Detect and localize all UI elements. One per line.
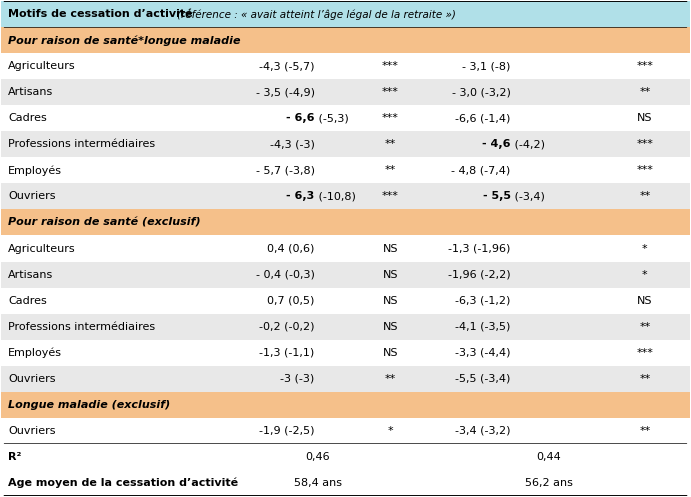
Text: NS: NS [383, 244, 398, 253]
Text: ***: *** [382, 62, 399, 72]
Text: Professions intermédiaires: Professions intermédiaires [8, 140, 155, 150]
Text: 58,4 ans: 58,4 ans [294, 478, 342, 488]
Text: Artisans: Artisans [8, 87, 53, 97]
Text: Cadres: Cadres [8, 113, 47, 123]
Bar [1, 470, 690, 496]
Text: Ouvriers: Ouvriers [8, 374, 56, 384]
Text: -3,4 (-3,2): -3,4 (-3,2) [455, 425, 511, 435]
Bar [1, 1, 690, 27]
Text: - 5,7 (-3,8): - 5,7 (-3,8) [256, 166, 314, 175]
Text: ***: *** [382, 87, 399, 97]
Text: ***: *** [636, 62, 653, 72]
Text: - 3,0 (-3,2): - 3,0 (-3,2) [452, 87, 511, 97]
Text: Pour raison de santé*longue maladie: Pour raison de santé*longue maladie [8, 35, 240, 46]
Text: Artisans: Artisans [8, 269, 53, 279]
Text: Motifs de cessation d’activité: Motifs de cessation d’activité [8, 9, 193, 19]
Text: **: ** [639, 191, 650, 201]
Bar [1, 417, 690, 444]
Text: - 6,3: - 6,3 [286, 191, 314, 201]
Text: 0,4 (0,6): 0,4 (0,6) [267, 244, 314, 253]
Text: Age moyen de la cessation d’activité: Age moyen de la cessation d’activité [8, 477, 238, 488]
Text: 56,2 ans: 56,2 ans [524, 478, 572, 488]
Text: Cadres: Cadres [8, 296, 47, 306]
Bar [1, 366, 690, 392]
Text: - 3,1 (-8): - 3,1 (-8) [462, 62, 511, 72]
Text: NS: NS [383, 269, 398, 279]
Bar [1, 444, 690, 470]
Text: -6,6 (-1,4): -6,6 (-1,4) [455, 113, 511, 123]
Text: NS: NS [383, 322, 398, 331]
Text: -4,3 (-3): -4,3 (-3) [269, 140, 314, 150]
Bar [1, 183, 690, 209]
Text: 0,46: 0,46 [305, 452, 330, 462]
Text: Ouvriers: Ouvriers [8, 425, 56, 435]
Text: NS: NS [383, 347, 398, 357]
Text: **: ** [639, 374, 650, 384]
Text: - 3,5 (-4,9): - 3,5 (-4,9) [256, 87, 314, 97]
Bar [1, 105, 690, 131]
Bar [1, 131, 690, 158]
Bar [1, 209, 690, 236]
Text: NS: NS [637, 296, 652, 306]
Text: ***: *** [382, 113, 399, 123]
Text: Agriculteurs: Agriculteurs [8, 62, 76, 72]
Text: -4,1 (-3,5): -4,1 (-3,5) [455, 322, 511, 331]
Text: 0,7 (0,5): 0,7 (0,5) [267, 296, 314, 306]
Text: -3,3 (-4,4): -3,3 (-4,4) [455, 347, 511, 357]
Text: (-3,4): (-3,4) [511, 191, 545, 201]
Text: (-4,2): (-4,2) [511, 140, 545, 150]
Text: **: ** [639, 322, 650, 331]
Text: **: ** [385, 140, 396, 150]
Text: - 0,4 (-0,3): - 0,4 (-0,3) [256, 269, 314, 279]
Text: - 4,6: - 4,6 [482, 140, 511, 150]
Text: Ouvriers: Ouvriers [8, 191, 56, 201]
Text: - 4,8 (-7,4): - 4,8 (-7,4) [451, 166, 511, 175]
Text: Longue maladie (exclusif): Longue maladie (exclusif) [8, 400, 171, 410]
Text: *: * [388, 425, 393, 435]
Bar [1, 314, 690, 339]
Text: Agriculteurs: Agriculteurs [8, 244, 76, 253]
Text: -1,3 (-1,1): -1,3 (-1,1) [259, 347, 314, 357]
Text: (-5,3): (-5,3) [315, 113, 349, 123]
Text: - 6,6: - 6,6 [286, 113, 314, 123]
Text: NS: NS [637, 113, 652, 123]
Text: ***: *** [636, 140, 653, 150]
Bar [1, 27, 690, 53]
Text: ***: *** [636, 347, 653, 357]
Text: *: * [642, 269, 647, 279]
Text: -1,96 (-2,2): -1,96 (-2,2) [448, 269, 511, 279]
Text: -4,3 (-5,7): -4,3 (-5,7) [259, 62, 314, 72]
Bar [1, 288, 690, 314]
Text: -5,5 (-3,4): -5,5 (-3,4) [455, 374, 511, 384]
Text: (référence : « avait atteint l’âge légal de la retraite »): (référence : « avait atteint l’âge légal… [177, 9, 456, 20]
Bar [1, 261, 690, 288]
Bar [1, 392, 690, 417]
Text: 0,44: 0,44 [536, 452, 561, 462]
Text: - 5,5: - 5,5 [483, 191, 511, 201]
Text: -1,9 (-2,5): -1,9 (-2,5) [259, 425, 314, 435]
Text: NS: NS [383, 296, 398, 306]
Text: Pour raison de santé (exclusif): Pour raison de santé (exclusif) [8, 218, 201, 228]
Bar [1, 80, 690, 105]
Text: **: ** [639, 87, 650, 97]
Text: Professions intermédiaires: Professions intermédiaires [8, 322, 155, 331]
Text: -0,2 (-0,2): -0,2 (-0,2) [259, 322, 314, 331]
Text: -3 (-3): -3 (-3) [281, 374, 314, 384]
Text: ***: *** [636, 166, 653, 175]
Bar [1, 236, 690, 261]
Text: **: ** [639, 425, 650, 435]
Text: Employés: Employés [8, 347, 62, 358]
Text: -1,3 (-1,96): -1,3 (-1,96) [448, 244, 511, 253]
Text: R²: R² [8, 452, 21, 462]
Text: **: ** [385, 374, 396, 384]
Text: *: * [642, 244, 647, 253]
Text: ***: *** [382, 191, 399, 201]
Text: **: ** [385, 166, 396, 175]
Text: -6,3 (-1,2): -6,3 (-1,2) [455, 296, 511, 306]
Text: (-10,8): (-10,8) [315, 191, 356, 201]
Text: Employés: Employés [8, 165, 62, 176]
Bar [1, 53, 690, 80]
Bar [1, 158, 690, 183]
Bar [1, 339, 690, 366]
